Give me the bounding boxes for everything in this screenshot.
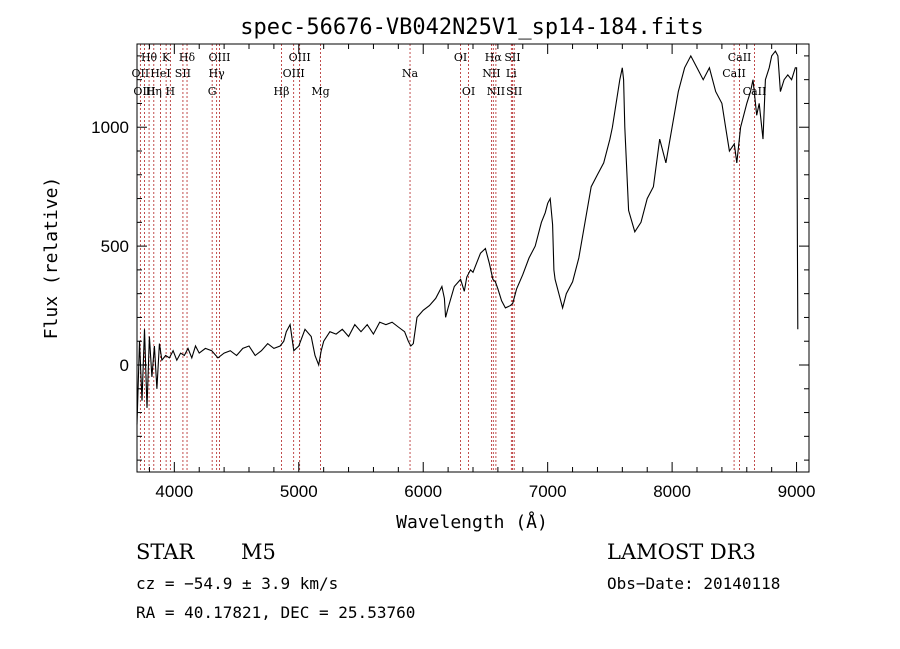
line-label-17: OI: [454, 51, 467, 64]
spectral-line-markers: [139, 44, 755, 472]
line-label-23: Li: [506, 67, 517, 80]
line-label-8: Hδ: [179, 51, 196, 64]
coordinates: RA = 40.17821, DEC = 25.53760: [136, 603, 416, 622]
y-axis-label: Flux (relative): [41, 177, 62, 340]
line-label-14: OIII: [289, 51, 311, 64]
line-label-22: SII: [504, 51, 520, 64]
line-label-19: NII: [482, 67, 500, 80]
object-subclass: M5: [241, 540, 276, 564]
chart-title: spec-56676-VB042N25V1_sp14-184.fits: [240, 15, 704, 40]
survey-name: LAMOST DR3: [607, 540, 756, 564]
line-label-15: Mg: [311, 85, 329, 98]
y-axis-ticks: 0 500 1000: [91, 55, 809, 461]
x-tick-label: 4000: [155, 482, 193, 501]
x-axis-label: Wavelength (Å): [396, 511, 548, 533]
line-label-1: OIII: [133, 85, 155, 98]
x-tick-label: 9000: [778, 482, 816, 501]
line-label-7: SII: [175, 67, 191, 80]
line-label-25: CaII: [722, 67, 746, 80]
plot-frame: [136, 43, 810, 473]
line-label-16: Na: [402, 67, 419, 80]
line-label-6: H: [166, 85, 176, 98]
line-label-12: Hβ: [274, 85, 290, 98]
spectral-line-labels: OII OIII Hθ Hη HeI K H SII Hδ OIII Hγ G Hβ OIII OIII Mg…: [132, 51, 767, 98]
line-label-26: CaII: [728, 51, 752, 64]
line-label-20: Hα: [485, 51, 503, 64]
line-label-24: SII: [506, 85, 522, 98]
redshift-cz: cz = −54.9 ± 3.9 km/s: [136, 574, 339, 593]
y-tick-label: 0: [120, 356, 129, 375]
x-tick-label: 6000: [404, 482, 442, 501]
object-class: STAR: [136, 540, 195, 564]
line-label-9: OIII: [208, 51, 230, 64]
line-label-4: HeI: [150, 67, 170, 80]
x-tick-label: 7000: [529, 482, 567, 501]
line-label-11: G: [208, 85, 217, 98]
y-tick-label: 500: [101, 237, 129, 256]
line-label-0: OII: [132, 67, 150, 80]
line-label-5: K: [162, 51, 171, 64]
line-label-13: OIII: [283, 67, 305, 80]
line-label-3: Hη: [146, 85, 162, 98]
line-label-21: NII: [487, 85, 505, 98]
x-axis-ticks: 4000 5000 6000 7000 8000 9000: [148, 44, 816, 501]
line-label-10: Hγ: [209, 67, 226, 80]
y-tick-label: 1000: [91, 118, 129, 137]
x-tick-label: 5000: [280, 482, 318, 501]
observation-date: Obs−Date: 20140118: [607, 574, 781, 593]
line-label-18: OI: [462, 85, 475, 98]
x-tick-label: 8000: [653, 482, 691, 501]
spectrum-line: [136, 50, 799, 425]
line-label-2: Hθ: [141, 51, 158, 64]
